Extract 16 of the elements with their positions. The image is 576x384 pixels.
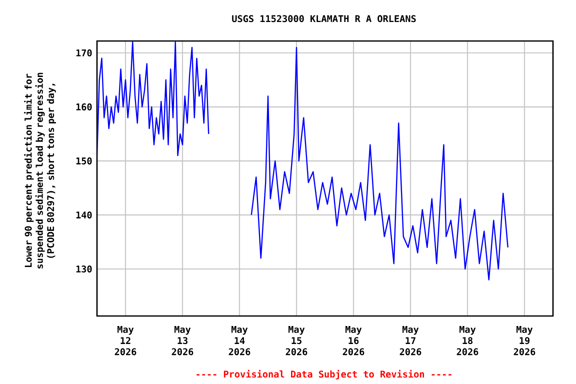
x-tick-label: May 12 2026 xyxy=(114,326,136,356)
x-tick-label: May 13 2026 xyxy=(172,326,194,356)
y-tick-label: 150 xyxy=(76,157,92,164)
y-tick-label: 170 xyxy=(76,49,92,56)
x-tick-label: May 14 2026 xyxy=(228,326,250,356)
x-tick-label: May 15 2026 xyxy=(286,326,308,356)
text: ---- Provisional Data Subject to Revision ---- xyxy=(196,370,452,380)
y-tick-label: 160 xyxy=(76,103,92,110)
y-tick-label: 130 xyxy=(76,265,92,273)
x-tick-label: May 17 2026 xyxy=(400,326,422,356)
y-axis-title: Lower 90 percent prediction limit for suspended sediment load by regression (PCODE 80297), short tons per day, xyxy=(24,72,56,268)
x-tick-label: May 19 2026 xyxy=(514,326,536,356)
chart-title: USGS 11523000 KLAMATH R A ORLEANS xyxy=(232,15,416,22)
y-tick-label: 140 xyxy=(76,211,92,218)
x-tick-label: May 16 2026 xyxy=(342,326,364,356)
x-tick-label: May 18 2026 xyxy=(456,326,478,356)
